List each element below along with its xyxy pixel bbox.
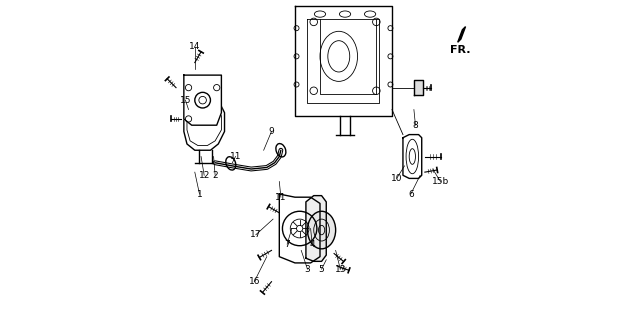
Polygon shape — [306, 196, 326, 261]
Ellipse shape — [307, 211, 335, 249]
Polygon shape — [184, 75, 221, 125]
Polygon shape — [403, 135, 422, 178]
Polygon shape — [414, 80, 423, 95]
Text: 15: 15 — [180, 96, 191, 105]
Text: 15b: 15b — [432, 177, 449, 186]
Text: 2: 2 — [212, 171, 218, 180]
Text: 3: 3 — [305, 265, 310, 274]
Text: FR.: FR. — [450, 45, 470, 55]
Polygon shape — [279, 194, 320, 263]
Text: 7: 7 — [284, 240, 290, 249]
Text: 8: 8 — [413, 121, 419, 130]
Polygon shape — [458, 27, 465, 42]
Text: 17: 17 — [250, 230, 262, 239]
Text: 9: 9 — [269, 127, 275, 136]
Text: 6: 6 — [408, 190, 413, 198]
Text: 5: 5 — [319, 265, 324, 274]
Text: 11: 11 — [275, 193, 287, 202]
Text: 14: 14 — [189, 43, 200, 51]
Text: 4: 4 — [309, 240, 315, 249]
Text: 16: 16 — [248, 277, 260, 286]
Text: 11: 11 — [230, 152, 241, 161]
Text: 12: 12 — [198, 171, 210, 180]
Text: 13: 13 — [335, 265, 346, 274]
Text: 1: 1 — [196, 190, 202, 198]
Text: 10: 10 — [391, 174, 403, 183]
